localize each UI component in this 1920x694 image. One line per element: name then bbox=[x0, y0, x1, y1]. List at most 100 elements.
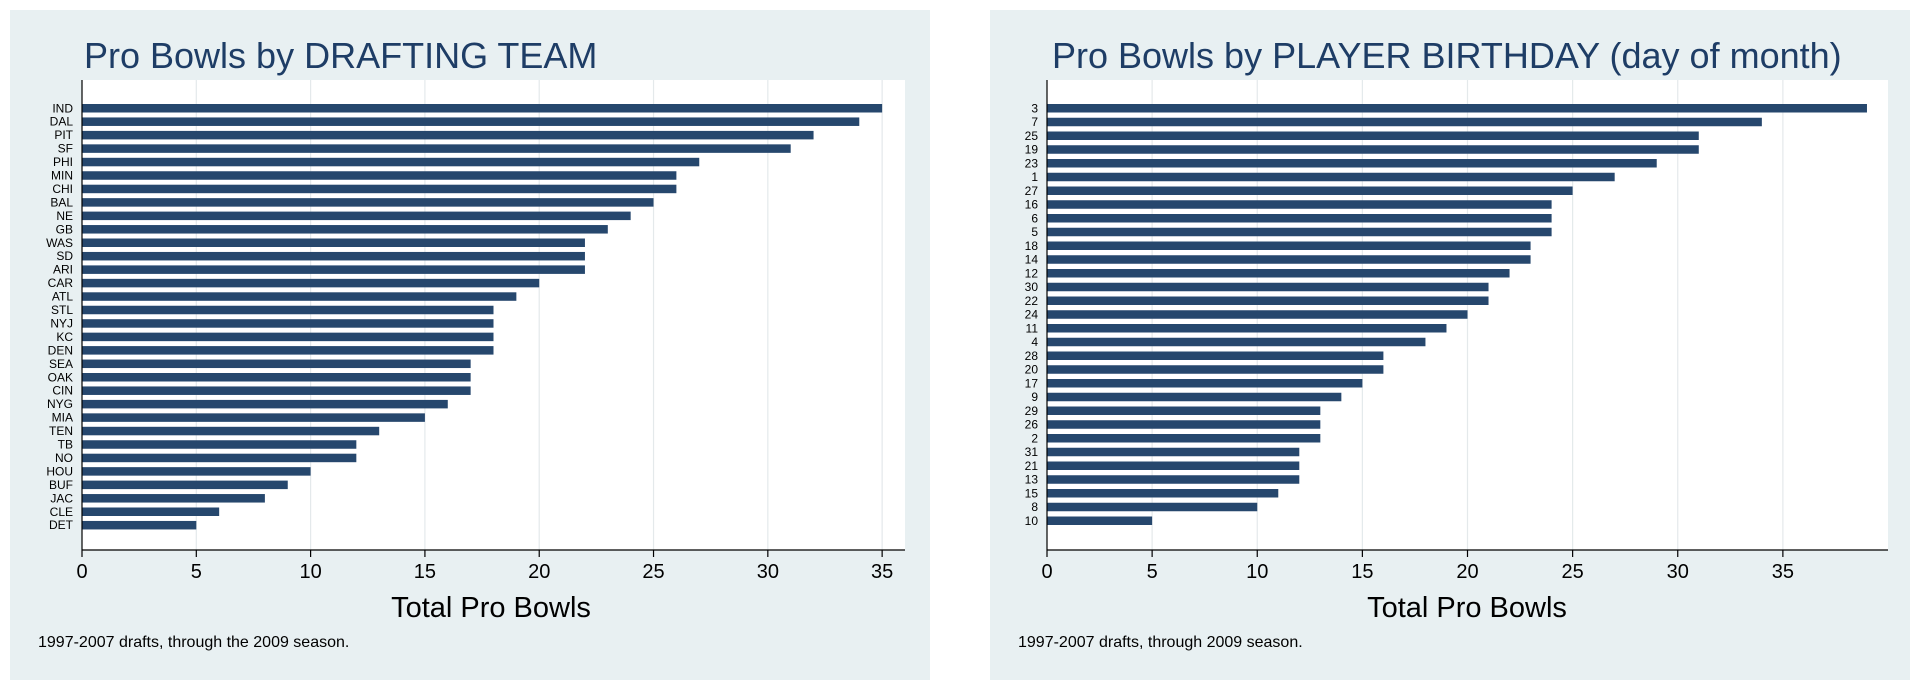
bar-OAK bbox=[82, 373, 471, 382]
category-label: ARI bbox=[53, 263, 73, 277]
x-tick-label: 30 bbox=[757, 561, 779, 583]
x-tick-label: 5 bbox=[1147, 561, 1158, 583]
category-label: DEN bbox=[48, 343, 73, 357]
bar-JAC bbox=[82, 494, 265, 503]
category-label: SF bbox=[58, 142, 73, 156]
bar-ARI bbox=[82, 265, 585, 274]
category-label: HOU bbox=[46, 464, 73, 478]
category-label: BUF bbox=[49, 478, 73, 492]
bar-2 bbox=[1047, 434, 1321, 443]
category-label: CAR bbox=[48, 276, 74, 290]
category-label: ATL bbox=[52, 290, 73, 304]
x-tick-label: 10 bbox=[1246, 561, 1268, 583]
bar-CLE bbox=[82, 507, 220, 516]
x-tick-label: 20 bbox=[1456, 561, 1478, 583]
bar-10 bbox=[1047, 516, 1153, 525]
bar-NYJ bbox=[82, 319, 494, 328]
bar-GB bbox=[82, 225, 608, 234]
category-label: OAK bbox=[48, 370, 73, 384]
bar-MIN bbox=[82, 171, 677, 180]
bar-KC bbox=[82, 332, 494, 342]
category-label: 12 bbox=[1025, 266, 1039, 280]
bar-5 bbox=[1047, 227, 1552, 237]
x-tick-label: 5 bbox=[191, 561, 202, 583]
category-label: CLE bbox=[50, 505, 73, 519]
bar-1 bbox=[1047, 172, 1615, 182]
bar-CIN bbox=[82, 386, 471, 395]
bar-DAL bbox=[82, 117, 860, 126]
category-label: CHI bbox=[52, 182, 73, 196]
category-label: SD bbox=[56, 249, 73, 263]
category-label: 20 bbox=[1025, 363, 1039, 377]
category-label: 17 bbox=[1025, 376, 1039, 390]
category-label: 18 bbox=[1025, 239, 1039, 253]
x-tick-label: 30 bbox=[1667, 561, 1689, 583]
category-label: MIA bbox=[52, 411, 73, 425]
bar-29 bbox=[1047, 406, 1321, 415]
category-label: 28 bbox=[1025, 349, 1039, 363]
bar-14 bbox=[1047, 255, 1531, 264]
chart-note: 1997-2007 drafts, through 2009 season. bbox=[1018, 634, 1303, 651]
category-label: NO bbox=[55, 451, 73, 465]
category-label: PHI bbox=[53, 155, 73, 169]
x-tick-label: 0 bbox=[76, 561, 87, 583]
category-label: 8 bbox=[1031, 500, 1038, 514]
bar-NE bbox=[82, 211, 631, 221]
category-label: TB bbox=[58, 438, 73, 452]
category-label: 15 bbox=[1025, 486, 1039, 500]
chart-panel-2: 3725192312716651814123022241142820179292… bbox=[990, 10, 1910, 680]
bar-11 bbox=[1047, 324, 1447, 333]
category-label: DAL bbox=[50, 115, 74, 129]
bar-HOU bbox=[82, 467, 311, 476]
bar-PIT bbox=[82, 130, 814, 140]
bar-7 bbox=[1047, 117, 1762, 127]
bar-WAS bbox=[82, 238, 585, 247]
category-label: 6 bbox=[1031, 211, 1038, 225]
category-label: 10 bbox=[1025, 514, 1039, 528]
bar-16 bbox=[1047, 200, 1552, 209]
bar-6 bbox=[1047, 214, 1552, 223]
x-tick-label: 35 bbox=[1772, 561, 1794, 583]
bar-19 bbox=[1047, 145, 1699, 154]
bar-22 bbox=[1047, 296, 1489, 305]
bar-CHI bbox=[82, 184, 677, 194]
category-label: GB bbox=[56, 222, 73, 236]
category-label: JAC bbox=[50, 491, 73, 505]
bar-13 bbox=[1047, 475, 1300, 484]
category-label: 7 bbox=[1031, 115, 1038, 129]
bar-23 bbox=[1047, 159, 1657, 168]
category-label: 13 bbox=[1025, 473, 1039, 487]
bar-4 bbox=[1047, 337, 1426, 347]
category-label: 23 bbox=[1025, 156, 1039, 170]
category-label: 31 bbox=[1025, 445, 1039, 459]
category-label: 27 bbox=[1025, 184, 1039, 198]
category-label: 16 bbox=[1025, 198, 1039, 212]
bar-SEA bbox=[82, 359, 471, 369]
bar-DEN bbox=[82, 346, 494, 355]
category-label: 21 bbox=[1025, 459, 1039, 473]
category-label: WAS bbox=[46, 236, 73, 250]
category-label: 24 bbox=[1025, 308, 1039, 322]
category-label: 2 bbox=[1031, 431, 1038, 445]
bar-18 bbox=[1047, 241, 1531, 250]
category-label: NYJ bbox=[50, 316, 73, 330]
x-tick-label: 0 bbox=[1041, 561, 1052, 583]
x-axis-label: Total Pro Bowls bbox=[391, 592, 591, 624]
bar-26 bbox=[1047, 420, 1321, 429]
x-tick-label: 15 bbox=[1351, 561, 1373, 583]
x-tick-label: 25 bbox=[642, 561, 664, 583]
bar-12 bbox=[1047, 269, 1510, 278]
category-label: 14 bbox=[1025, 253, 1039, 267]
category-label: NE bbox=[56, 209, 73, 223]
category-label: TEN bbox=[49, 424, 73, 438]
chart-title: Pro Bowls by PLAYER BIRTHDAY (day of mon… bbox=[1052, 35, 1842, 76]
x-tick-label: 25 bbox=[1562, 561, 1584, 583]
bar-15 bbox=[1047, 489, 1279, 498]
bar-DET bbox=[82, 520, 197, 530]
bar-27 bbox=[1047, 186, 1573, 195]
category-label: STL bbox=[51, 303, 73, 317]
bar-ATL bbox=[82, 292, 517, 301]
category-label: PIT bbox=[54, 128, 73, 142]
